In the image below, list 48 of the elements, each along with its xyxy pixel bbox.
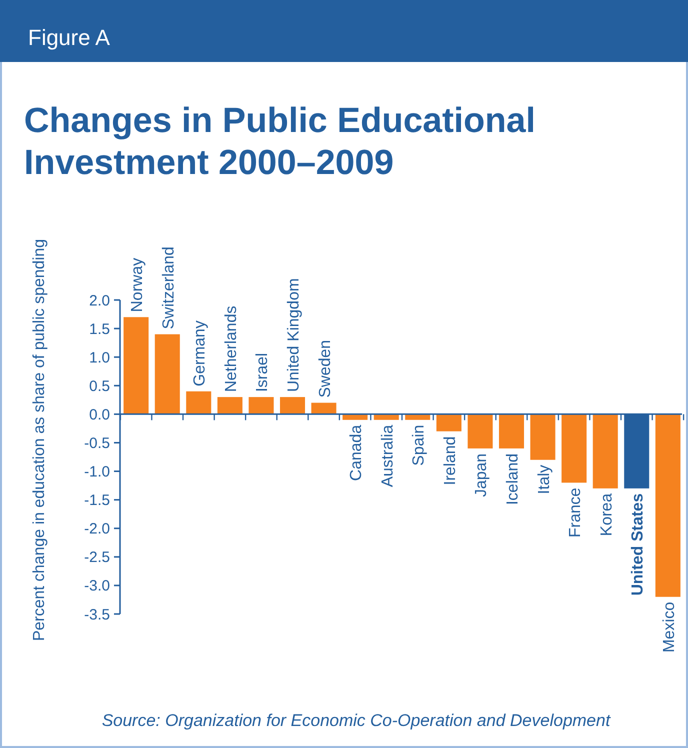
chart-title: Changes in Public Educational Investment 2000–2009 [24,101,536,182]
y-tick-label: -3.5 [84,606,110,624]
x-tick-label: Sweden [316,340,334,398]
x-tick-label: Netherlands [222,306,240,392]
bar [592,414,618,488]
x-tick-label: Korea [598,493,616,536]
y-tick-label: 2.0 [89,292,110,310]
x-tick-label: Switzerland [160,246,178,330]
bar [217,397,242,414]
x-tick-label: United States [630,493,647,596]
x-tick-label: Australia [379,424,396,488]
bar [124,317,149,414]
chart-subtitle: Figure A [28,25,110,50]
y-tick-label: 1.0 [89,349,110,366]
x-tick-label: Germany [192,320,209,386]
x-tick-label: Israel [254,352,272,392]
bar [154,334,180,414]
bar [562,414,587,483]
bar [248,397,274,414]
x-tick-label: Norway [129,258,146,312]
x-tick-label: United Kingdom [286,278,303,392]
source-note: Source: Organization for Economic Co-Operation and Development [102,711,612,730]
bar [468,414,493,448]
y-tick-label: -1.0 [84,464,110,481]
y-tick-label: -1.5 [84,492,110,510]
bar [186,391,212,414]
x-tick-label: Ireland [442,436,459,486]
x-tick-label: Japan [473,453,490,498]
y-tick-label: -2.0 [84,520,110,538]
bar [655,414,680,597]
x-tick-label: Iceland [504,453,522,506]
y-tick-label: -2.5 [84,549,110,566]
bar [311,402,336,414]
y-tick-label: 0.0 [89,406,110,424]
bar [530,414,556,460]
y-axis-title: Percent change in education as share of public spending [31,238,48,642]
bar [498,414,524,448]
x-tick-label: Canada [348,424,366,481]
bar [280,397,306,414]
y-tick-label: -0.5 [84,434,110,452]
x-tick-label: France [567,488,584,538]
y-tick-label: -3.0 [84,578,110,595]
x-tick-label: Spain [410,424,428,466]
bar [436,414,462,432]
x-tick-label: Mexico [660,602,678,653]
y-tick-label: 1.5 [89,320,110,338]
y-tick-label: 0.5 [89,378,110,395]
x-tick-label: Italy [536,464,553,494]
